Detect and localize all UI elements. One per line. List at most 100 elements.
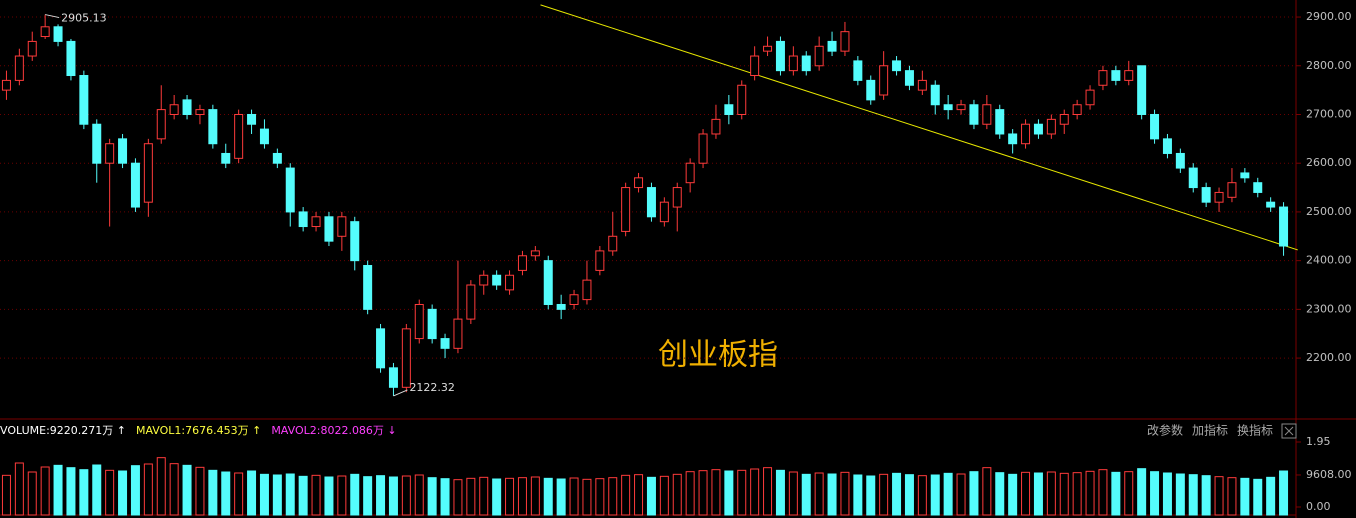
candle-body [1124,70,1134,81]
volume-bar [698,470,708,516]
volume-bar [505,477,515,516]
y-tick-label: 2400.00 [1306,254,1352,267]
y-tick-label: 2900.00 [1306,10,1352,23]
y-tick-label: 2600.00 [1306,156,1352,169]
volume-bar [1059,472,1069,516]
volume-bar [247,470,257,516]
panel-button[interactable]: 加指标 [1192,423,1228,438]
volume-bar [414,474,424,516]
volume-header: MAVOL2:8022.086万 ↓ [271,424,396,437]
volume-bar [92,464,102,516]
candle-body [130,162,140,208]
volume-bar [259,473,269,516]
volume-bar [827,473,837,516]
volume-bar [118,470,128,516]
candle-body [195,109,205,115]
candle-body [1227,182,1237,198]
volume-bar [853,474,863,516]
volume-bar [1201,475,1211,516]
volume-bar [930,474,940,516]
candle-body [350,221,360,262]
candle-body [298,211,308,228]
trendline [540,4,1298,251]
candle-body [801,55,811,72]
candle-body [866,79,876,101]
volume-bar [1188,474,1198,516]
volume-bar [427,477,437,516]
volume-bar [1021,471,1031,516]
candle-body [904,70,914,86]
panel-button[interactable]: 改参数 [1147,423,1183,438]
close-icon [1284,426,1294,436]
candle-body [79,75,89,125]
panel-button[interactable]: 换指标 [1237,423,1273,438]
volume-bar [53,464,63,516]
candle-body [1111,70,1121,81]
volume-bar [788,471,798,516]
candle-body [917,79,927,91]
close-button[interactable] [1281,423,1297,439]
candle-body [995,109,1005,135]
volume-bar [79,469,89,516]
candle-body [156,109,166,140]
candle-body [453,318,463,349]
y-tick-label: 2800.00 [1306,59,1352,72]
volume-bar [1033,472,1043,516]
volume-bar [750,468,760,516]
candle-body [982,104,992,125]
volume-bar [659,475,669,516]
volume-bar [543,477,553,516]
volume-bar [1214,476,1224,516]
volume-bar [143,463,153,516]
volume-bar [105,469,115,516]
candle-body [930,84,940,106]
candle-body [440,338,450,349]
volume-bar [982,467,992,516]
candle-body [1201,187,1211,203]
volume-bar [492,478,502,516]
candle-body [827,40,837,52]
volume-bar [556,478,566,516]
candle-body [427,308,437,340]
candle-body [853,60,863,81]
candle-body [479,274,489,286]
volume-bar [1137,468,1147,516]
candle-body [272,152,282,164]
candle-body [608,235,618,252]
candle-body [724,104,734,115]
volume-tick-label: 0.00 [1306,500,1331,513]
candle-body [118,138,128,164]
candle-body [646,187,656,218]
candle-body [388,367,398,388]
candle-body [1214,191,1224,203]
volume-bar [401,475,411,516]
volume-bar [1111,471,1121,516]
candle-body [105,143,115,164]
volume-bar [311,474,321,516]
candle-body [1085,89,1095,106]
volume-bar [840,471,850,516]
volume-bar [195,466,205,516]
candle-body [1059,113,1069,125]
volume-bar [453,479,463,516]
candle-body [376,328,386,369]
candle-body [324,216,334,242]
candle-body [1021,123,1031,145]
volume-bar [517,477,527,516]
candle-body [788,55,798,72]
volume-bar [272,474,282,516]
candle-body [234,113,244,159]
volume-bar [324,476,334,516]
volume-bar [969,471,979,516]
volume-bar [530,476,540,516]
volume-bar [156,457,166,516]
candle-body [840,31,850,52]
candle-body [53,26,63,42]
volume-bar [737,469,747,516]
volume-bar [1072,472,1082,516]
volume-bar [27,471,37,516]
candle-body [1175,152,1185,169]
min-pointer [393,389,408,397]
candle-body [285,167,295,213]
